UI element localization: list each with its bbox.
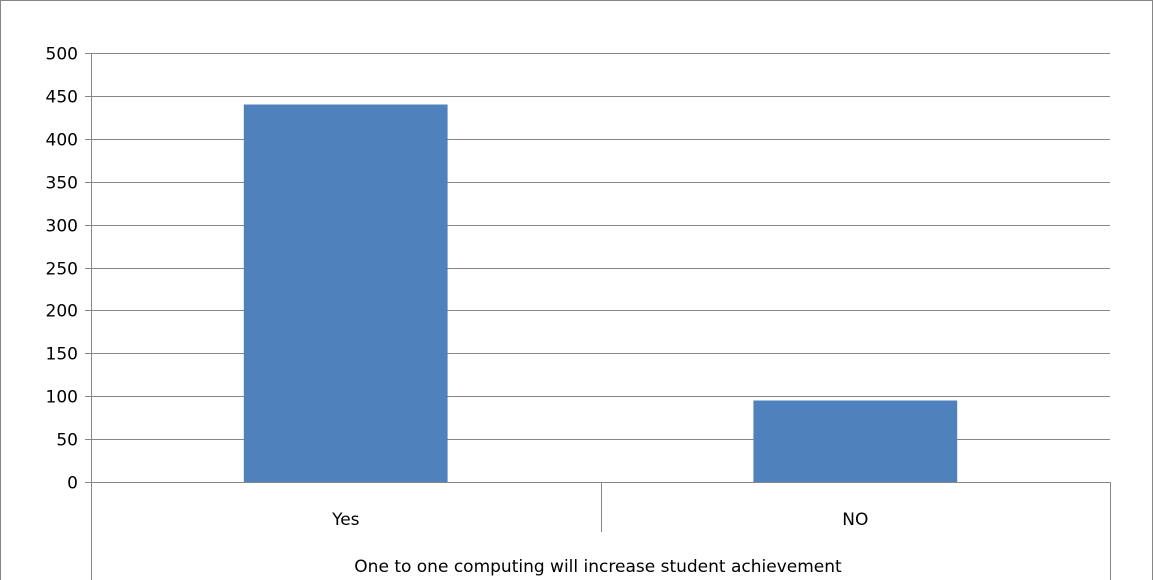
x-tick-label-yes: Yes	[331, 510, 360, 530]
y-tick-label-100: 100	[46, 388, 78, 408]
y-tick-label-450: 450	[46, 88, 78, 108]
x-tick-label-no: NO	[842, 510, 868, 530]
y-tick-label-250: 250	[46, 260, 78, 280]
y-tick-label-150: 150	[46, 345, 78, 365]
bars	[243, 104, 958, 482]
category-labels: Yes NO	[331, 510, 868, 530]
category-group-label: One to one computing will increase stude…	[354, 557, 842, 577]
gridlines	[85, 53, 1110, 440]
y-tick-label-0: 0	[67, 474, 78, 494]
y-tick-label-400: 400	[46, 131, 78, 151]
y-tick-label-300: 300	[46, 217, 78, 237]
y-tick-label-500: 500	[46, 45, 78, 65]
bar-no	[753, 400, 958, 482]
axes	[85, 53, 1111, 580]
y-tick-label-200: 200	[46, 302, 78, 322]
y-tick-labels: 0 50 100 150 200 250 300 350 400 450 500	[46, 45, 78, 494]
y-tick-label-350: 350	[46, 174, 78, 194]
bar-yes	[243, 104, 448, 482]
y-tick-label-50: 50	[56, 431, 78, 451]
